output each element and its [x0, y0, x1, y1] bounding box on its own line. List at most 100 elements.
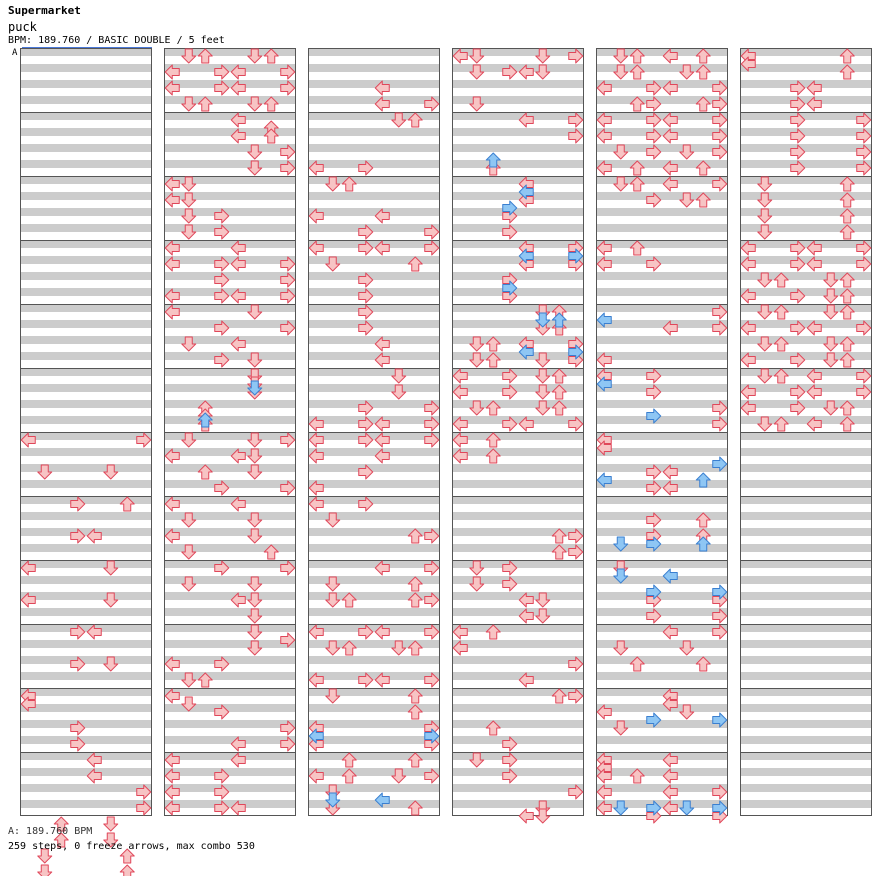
beat-stripe: [164, 480, 296, 488]
arrow-down-icon: [535, 592, 551, 608]
beat-stripe: [20, 720, 152, 728]
beat-stripe: [596, 176, 728, 184]
arrow-down-icon: [181, 672, 197, 688]
beat-stripe: [308, 512, 440, 520]
beat-stripe: [596, 592, 728, 600]
beat-stripe: [452, 80, 584, 88]
arrow-down-icon: [469, 96, 485, 112]
bpm-marker-line: [22, 47, 152, 48]
beat-stripe: [20, 256, 152, 264]
beat-stripe: [452, 272, 584, 280]
arrow-left-icon: [374, 672, 390, 688]
arrow-down-icon: [103, 656, 119, 672]
arrow-up-icon: [551, 688, 567, 704]
beat-stripe: [452, 544, 584, 552]
beat-stripe: [20, 352, 152, 360]
beat-stripe: [452, 176, 584, 184]
beat-stripe: [452, 144, 584, 152]
arrow-right-icon: [790, 80, 806, 96]
arrow-right-icon: [424, 592, 440, 608]
arrow-down-icon: [613, 176, 629, 192]
beat-stripe: [20, 560, 152, 568]
arrow-left-icon: [596, 312, 612, 328]
beat-stripe: [452, 688, 584, 696]
arrow-down-icon: [535, 368, 551, 384]
beat-stripe: [452, 496, 584, 504]
beat-stripe: [452, 336, 584, 344]
arrow-up-icon: [407, 704, 423, 720]
beat-stripe: [164, 224, 296, 232]
beat-stripe: [596, 576, 728, 584]
arrow-up-icon: [197, 96, 213, 112]
arrow-right-icon: [136, 800, 152, 816]
arrow-up-icon: [119, 848, 135, 864]
arrow-right-icon: [646, 256, 662, 272]
beat-stripe: [596, 368, 728, 376]
arrow-left-icon: [308, 768, 324, 784]
arrow-left-icon: [86, 624, 102, 640]
arrow-up-icon: [341, 752, 357, 768]
arrow-right-icon: [856, 384, 872, 400]
beat-stripe: [452, 464, 584, 472]
beat-stripe: [740, 288, 872, 296]
chart-column: [452, 48, 584, 816]
arrow-right-icon: [424, 96, 440, 112]
arrow-up-icon: [53, 832, 69, 848]
arrow-right-icon: [280, 720, 296, 736]
arrow-left-icon: [20, 432, 36, 448]
beat-stripe: [164, 528, 296, 536]
beat-stripe: [164, 704, 296, 712]
beat-stripe: [308, 48, 440, 56]
arrow-up-icon: [407, 592, 423, 608]
beat-stripe: [164, 656, 296, 664]
arrow-up-icon: [839, 400, 855, 416]
beat-stripe: [740, 464, 872, 472]
arrow-right-icon: [424, 400, 440, 416]
arrow-left-icon: [518, 608, 534, 624]
arrow-left-icon: [452, 624, 468, 640]
arrow-right-icon: [280, 144, 296, 160]
arrow-left-icon: [518, 808, 534, 824]
arrow-down-icon: [469, 48, 485, 64]
arrow-down-icon: [535, 808, 551, 824]
arrow-right-icon: [358, 432, 374, 448]
arrow-up-icon: [407, 256, 423, 272]
beat-stripe: [308, 688, 440, 696]
arrow-up-icon: [629, 656, 645, 672]
arrow-right-icon: [214, 80, 230, 96]
arrow-right-icon: [712, 416, 728, 432]
arrow-right-icon: [280, 272, 296, 288]
beat-stripe: [596, 400, 728, 408]
beat-stripe: [308, 80, 440, 88]
arrow-left-icon: [518, 672, 534, 688]
beat-stripe: [740, 224, 872, 232]
arrow-right-icon: [790, 128, 806, 144]
beat-stripe: [596, 48, 728, 56]
column-border: [164, 48, 296, 816]
arrow-left-icon: [164, 304, 180, 320]
beat-stripe: [20, 752, 152, 760]
beat-stripe: [164, 160, 296, 168]
arrow-left-icon: [308, 448, 324, 464]
arrow-down-icon: [37, 848, 53, 864]
arrow-down-icon: [679, 800, 695, 816]
arrow-down-icon: [391, 368, 407, 384]
beat-stripe: [20, 480, 152, 488]
beat-stripe: [308, 608, 440, 616]
arrow-right-icon: [712, 784, 728, 800]
beat-stripe: [308, 800, 440, 808]
arrow-right-icon: [280, 160, 296, 176]
beat-stripe: [596, 144, 728, 152]
beat-stripe: [164, 592, 296, 600]
beat-stripe: [596, 128, 728, 136]
arrow-right-icon: [646, 464, 662, 480]
arrow-right-icon: [568, 48, 584, 64]
arrow-right-icon: [790, 400, 806, 416]
arrow-up-icon: [695, 48, 711, 64]
beat-stripe: [308, 400, 440, 408]
arrow-right-icon: [856, 320, 872, 336]
beat-stripe: [20, 368, 152, 376]
arrow-up-icon: [551, 312, 567, 328]
arrow-down-icon: [325, 592, 341, 608]
beat-stripe: [452, 592, 584, 600]
